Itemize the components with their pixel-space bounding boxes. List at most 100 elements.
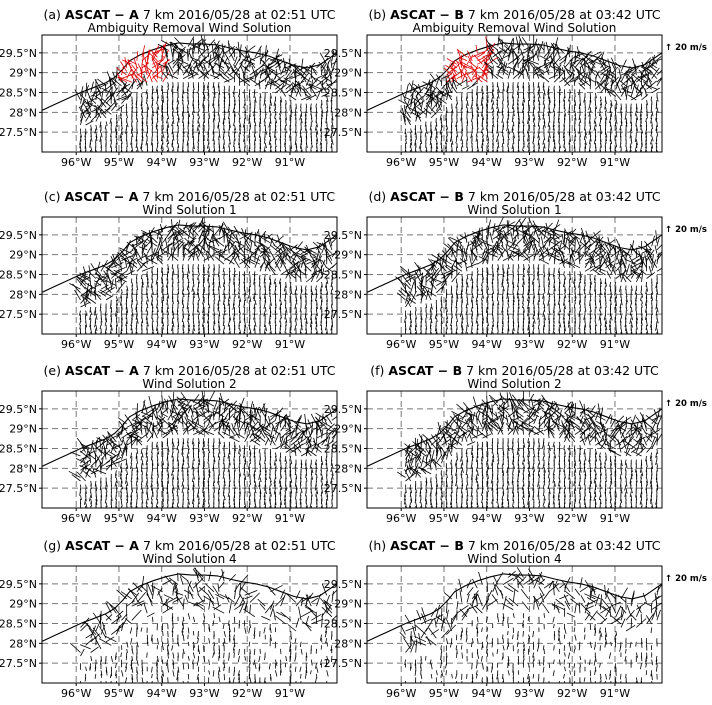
wind-vector (529, 82, 530, 86)
wind-vector (259, 80, 260, 89)
wind-vector (173, 48, 174, 60)
wind-vector (549, 318, 550, 324)
satellite-name: ASCAT − B (390, 189, 464, 204)
wind-vector (122, 289, 123, 293)
wind-vector (651, 107, 652, 111)
satellite-name: ASCAT − A (65, 7, 139, 22)
wind-vector (244, 125, 245, 130)
wind-vector-highlight (142, 63, 149, 68)
wind-vector (116, 143, 117, 148)
x-tick-label: 91°W (275, 156, 305, 169)
wind-vector (580, 132, 581, 137)
wind-vector (209, 40, 215, 47)
wind-vector (321, 104, 322, 108)
panel-subtitle: Ambiguity Removal Wind Solution (88, 21, 292, 35)
wind-vector (270, 321, 271, 325)
wind-vector (255, 232, 256, 246)
wind-vector (249, 129, 250, 135)
y-tick-label: 28°N (9, 106, 37, 119)
wind-vector (193, 146, 194, 150)
wind-vector (546, 42, 549, 54)
wind-vector (631, 94, 642, 101)
y-tick-label: 29.5°N (324, 47, 362, 60)
panel-datetime: 7 km 2016/05/28 at 03:42 UTC (464, 7, 661, 22)
wind-vector (126, 104, 127, 108)
wind-vector (137, 261, 142, 268)
y-tick-label: 29.5°N (0, 47, 37, 60)
wind-vector (168, 321, 169, 326)
wind-vector (642, 300, 643, 304)
panel-title: (b) ASCAT − B 7 km 2016/05/28 at 03:42 U… (368, 7, 660, 22)
wind-vector (116, 282, 124, 293)
wind-vector (585, 266, 593, 271)
wind-vector (472, 118, 473, 122)
wind-vector (574, 282, 575, 288)
wind-vector (487, 289, 488, 294)
panel-label: (c) (44, 189, 65, 204)
wind-vector (317, 122, 318, 128)
wind-vector (600, 107, 601, 111)
wind-vector (163, 146, 164, 150)
wind-vector (187, 49, 188, 61)
wind-vector (275, 69, 276, 79)
wind-vector (137, 118, 138, 122)
wind-vector (594, 118, 595, 124)
wind-vector (487, 122, 488, 126)
wind-vector (89, 265, 91, 275)
wind-vector (142, 129, 143, 135)
wind-vector (167, 136, 168, 142)
wind-vector (168, 293, 169, 299)
wind-vector (327, 100, 328, 105)
wind-vector (152, 279, 153, 283)
wind-vectors (69, 218, 341, 339)
plot-area (367, 34, 665, 156)
wind-vector (69, 283, 80, 289)
wind-vector (513, 51, 518, 57)
wind-vector (228, 40, 229, 50)
x-tick-label: 95°W (429, 156, 459, 169)
wind-vector (163, 311, 164, 316)
wind-vector (282, 90, 286, 97)
panel-a: (a) ASCAT − A 7 km 2016/05/28 at 02:51 U… (0, 7, 342, 169)
wind-vector (269, 139, 270, 145)
wind-vector (136, 150, 137, 156)
wind-vector (183, 293, 184, 297)
wind-vector (209, 246, 210, 258)
wind-vector (436, 75, 441, 83)
wind-vector (642, 311, 643, 317)
wind-vector (192, 286, 193, 292)
wind-vector (399, 278, 406, 289)
wind-vector (215, 239, 225, 246)
wind-vector (642, 332, 643, 338)
wind-vector (498, 264, 499, 270)
panel-label: (d) (368, 189, 390, 204)
x-tick-label: 94°W (147, 338, 177, 351)
wind-vector (657, 122, 658, 128)
wind-vector (594, 150, 595, 156)
wind-vector (111, 311, 112, 317)
wind-vector (540, 75, 549, 83)
wind-vector (193, 139, 194, 145)
wind-vector (533, 150, 534, 156)
wind-vector (157, 100, 158, 104)
wind-vector (502, 143, 503, 147)
wind-vector (127, 318, 128, 324)
wind-vector (157, 296, 158, 300)
wind-vector (193, 271, 194, 276)
wind-vector (121, 258, 132, 264)
wind-vector (115, 332, 116, 338)
wind-vectors (398, 34, 664, 156)
wind-vector (642, 94, 649, 100)
wind-vector (608, 59, 611, 72)
wind-vector (96, 150, 97, 155)
wind-vector (461, 107, 462, 111)
x-tick-label: 94°W (147, 156, 177, 169)
wind-vector (589, 104, 591, 110)
wind-vector (529, 264, 530, 268)
wind-vector (421, 99, 423, 111)
wind-vector (275, 314, 276, 319)
wind-vector (301, 96, 310, 100)
wind-vector (406, 84, 409, 97)
wind-vector (265, 150, 266, 156)
x-tick-label: 92°W (232, 156, 262, 169)
